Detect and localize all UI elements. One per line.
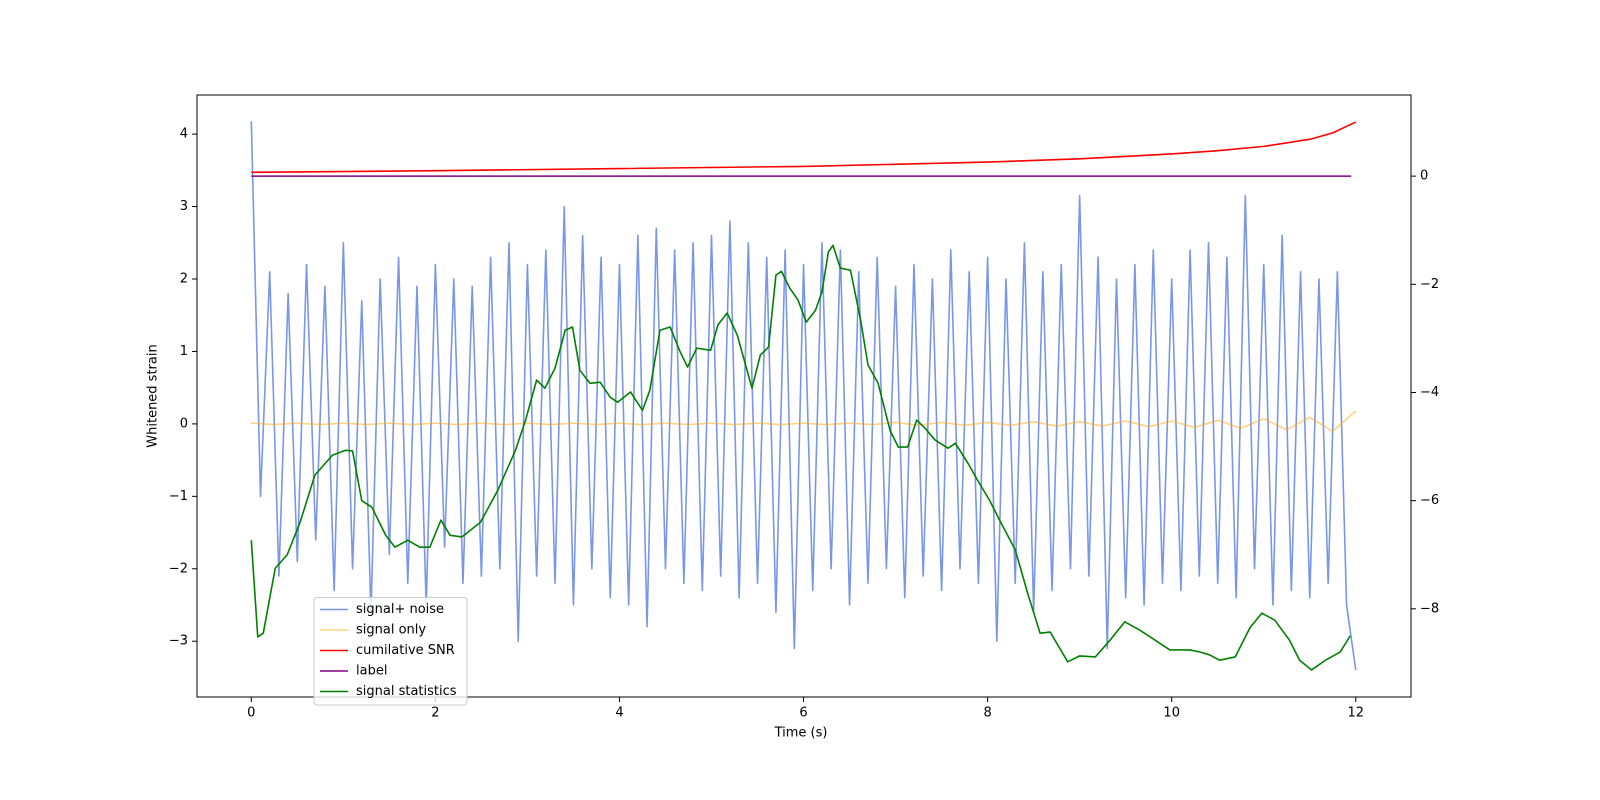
y-tick-label: 1 — [180, 344, 188, 359]
series-line — [251, 410, 1357, 432]
x-tick-label: 0 — [247, 706, 255, 721]
y-tick-label: 3 — [180, 199, 188, 214]
x-tick-label: 10 — [1163, 706, 1180, 721]
legend: signal+ noise signal only cumilative SNR la… — [313, 597, 468, 706]
y-tick-label: −2 — [169, 561, 188, 576]
legend-label: signal statistics — [356, 684, 457, 699]
series-line — [250, 121, 1357, 671]
legend-label: signal+ noise — [356, 602, 444, 617]
y-axis-label: Whitened strain — [146, 344, 161, 447]
x-tick-label: 8 — [983, 706, 991, 721]
y2-tick-label: −6 — [1420, 493, 1439, 508]
x-tick-label: 6 — [799, 706, 807, 721]
x-axis-label: Time (s) — [774, 726, 828, 741]
series-line — [250, 244, 1351, 671]
y-tick-label: 4 — [180, 127, 188, 142]
legend-label: cumilative SNR — [356, 643, 455, 658]
x-tick-label: 2 — [431, 706, 439, 721]
y-tick-label: −1 — [169, 489, 188, 504]
y2-tick-label: −2 — [1420, 277, 1439, 292]
legend-label: signal only — [356, 623, 426, 638]
y-tick-label: −3 — [169, 634, 188, 649]
y-tick-label: 0 — [180, 416, 188, 431]
legend-box — [313, 597, 468, 706]
y2-tick-label: 0 — [1420, 169, 1428, 184]
x-tick-label: 4 — [615, 706, 623, 721]
legend-label: label — [356, 664, 387, 679]
y2-tick-label: −8 — [1420, 601, 1439, 616]
series-line — [251, 121, 1357, 174]
x-tick-label: 12 — [1348, 706, 1365, 721]
y-tick-label: 2 — [180, 272, 188, 287]
y2-tick-label: −4 — [1420, 385, 1439, 400]
